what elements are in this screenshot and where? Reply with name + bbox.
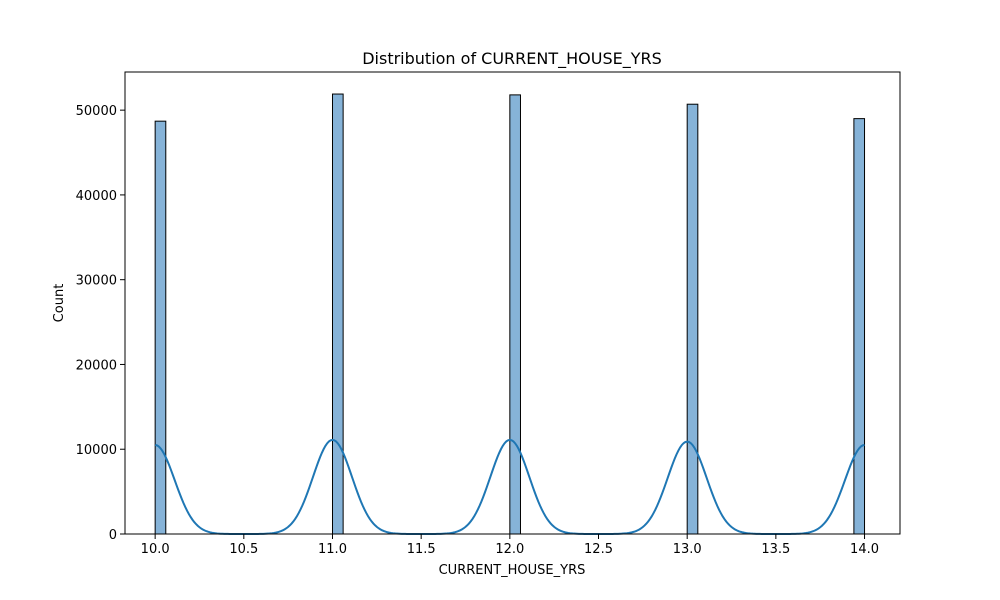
x-tick-label: 10.0: [141, 542, 170, 557]
plot-area: [154, 93, 866, 535]
histogram-bar: [686, 103, 699, 535]
x-tick-label: 11.0: [318, 542, 347, 557]
x-tick-label: 11.5: [407, 542, 436, 557]
axes-frame: [124, 71, 901, 535]
x-tick-label: 10.5: [229, 542, 258, 557]
y-tick-label: 40000: [76, 189, 117, 204]
histogram-bar: [853, 118, 866, 535]
kde-curve: [154, 438, 865, 535]
histogram-bar: [154, 120, 167, 535]
histogram-bar: [509, 94, 521, 535]
y-tick-label: 10000: [76, 443, 117, 458]
x-axis-label: CURRENT_HOUSE_YRS: [439, 563, 586, 578]
y-axis-label: Count: [52, 284, 67, 323]
x-tick-label: 14.0: [850, 542, 879, 557]
histogram-bar: [331, 93, 344, 535]
y-tick-label: 20000: [76, 358, 117, 373]
x-tick-label: 12.5: [584, 542, 613, 557]
y-tick-label: 50000: [76, 104, 117, 119]
chart-title: Distribution of CURRENT_HOUSE_YRS: [362, 49, 662, 69]
x-tick-label: 13.5: [761, 542, 790, 557]
x-tick-label: 13.0: [673, 542, 702, 557]
axes: 10.0 10.5 11.0 11.5 12.0 12.5 13.0 13.5 14.0 0 100…: [76, 71, 901, 557]
y-tick-label: 30000: [76, 274, 117, 289]
x-tick-label: 12.0: [495, 542, 524, 557]
y-tick-label: 0: [109, 528, 117, 543]
